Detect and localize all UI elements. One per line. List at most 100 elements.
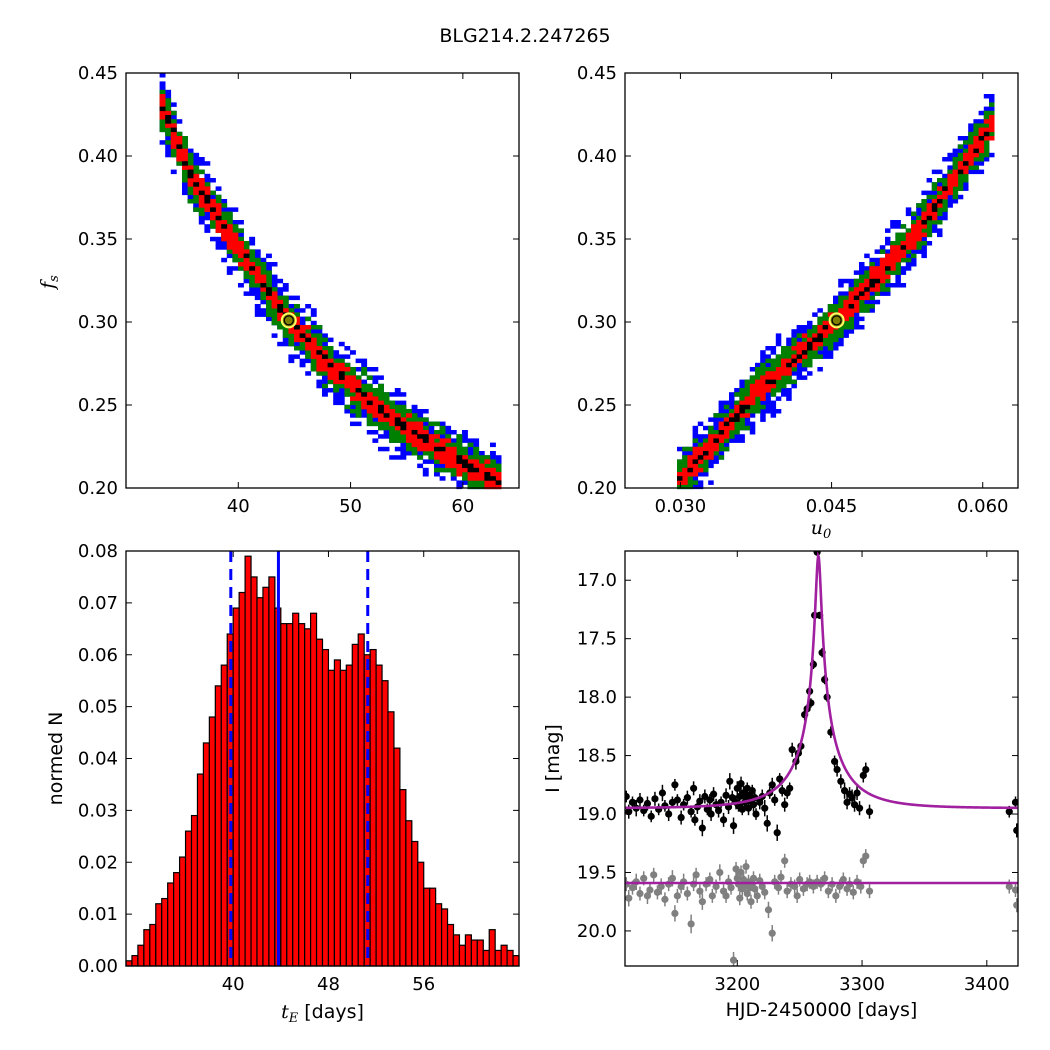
heatmap-cell: [864, 287, 870, 292]
heatmap-cell: [170, 144, 177, 149]
heatmap-cell: [765, 404, 771, 410]
heatmap-cell: [749, 383, 756, 389]
heatmap-cell: [355, 358, 362, 364]
heatmap-cell: [450, 459, 457, 464]
heatmap-cell: [760, 375, 766, 380]
heatmap-cell: [833, 341, 839, 347]
heatmap-cell: [221, 245, 228, 250]
heatmap-cell: [484, 484, 491, 490]
heatmap-cell: [801, 341, 808, 347]
heatmap-cell: [786, 392, 792, 397]
heatmap-cell: [921, 236, 927, 242]
heatmap-cell: [895, 283, 901, 288]
heatmap-cell: [723, 430, 730, 435]
heatmap-cell: [215, 186, 222, 191]
heatmap-cell: [703, 438, 709, 443]
heatmap-cell: [708, 438, 714, 443]
heatmap-cell: [271, 320, 278, 326]
heatmap-cell: [957, 169, 964, 175]
heatmap-cell: [931, 207, 938, 212]
heatmap-cell: [729, 413, 735, 418]
heatmap-cell: [226, 241, 233, 246]
heatmap-cell: [462, 430, 468, 435]
heatmap-cell: [400, 392, 407, 397]
heatmap-cell: [708, 430, 714, 435]
heatmap-cell: [682, 455, 688, 460]
heatmap-cell: [739, 383, 745, 389]
heatmap-cell: [708, 434, 714, 439]
heatmap-cell: [801, 362, 808, 368]
heatmap-cell: [322, 383, 328, 389]
heatmap-cell: [254, 283, 261, 288]
heatmap-cell: [400, 413, 407, 418]
heatmap-cell: [947, 190, 953, 196]
heatmap-cell: [973, 161, 979, 166]
heatmap-cell: [749, 396, 756, 401]
heatmap-cell: [210, 236, 216, 242]
heatmap-cell: [210, 215, 216, 221]
heatmap-cell: [350, 367, 356, 372]
heatmap-cell: [417, 409, 424, 414]
heatmap-cell: [978, 136, 985, 141]
heatmap-cell: [366, 409, 373, 414]
heatmap-cell: [843, 278, 849, 284]
heatmap-cell: [378, 396, 384, 401]
histogram-bar: [161, 897, 169, 967]
data-point: [673, 892, 682, 900]
heatmap-cell: [170, 119, 177, 124]
heatmap-cell: [187, 169, 194, 175]
heatmap-cell: [428, 451, 435, 456]
histogram-bar: [411, 840, 419, 967]
heatmap-cell: [305, 354, 312, 359]
histogram-bar: [286, 623, 294, 967]
heatmap-cell: [791, 362, 797, 368]
heatmap-cell: [434, 434, 440, 439]
heatmap-cell: [277, 287, 284, 292]
heatmap-cell: [911, 253, 917, 259]
data-point: [677, 813, 685, 822]
data-point: [796, 875, 804, 884]
heatmap-cell: [467, 438, 474, 443]
heatmap-cell: [422, 467, 429, 473]
heatmap-cell: [937, 220, 943, 225]
histogram-bars: [125, 555, 520, 967]
heatmap-cell: [361, 362, 368, 368]
heatmap-cell: [879, 274, 886, 280]
heatmap-cell: [916, 207, 922, 212]
histogram-bar: [417, 861, 425, 967]
heatmap-cell: [411, 451, 418, 456]
histogram-bar: [446, 923, 455, 967]
heatmap-cell: [744, 396, 751, 401]
heatmap-cell: [957, 178, 964, 183]
heatmap-cell: [254, 253, 261, 259]
heatmap-cell: [838, 333, 844, 338]
heatmap-cell: [310, 337, 317, 343]
data-point: [712, 882, 720, 891]
data-point: [657, 882, 665, 891]
data-point: [865, 808, 874, 816]
heatmap-cell: [781, 358, 787, 364]
heatmap-cell: [890, 283, 896, 288]
x-axis-label: u0: [811, 517, 832, 542]
heatmap-cell: [838, 337, 844, 343]
heatmap-cell: [973, 131, 979, 137]
heatmap-cell: [916, 224, 922, 229]
heatmap-cell: [713, 451, 719, 456]
heatmap-cell: [692, 451, 699, 456]
heatmap-cell: [232, 224, 239, 229]
heatmap-cell: [327, 354, 334, 359]
heatmap-cell: [193, 169, 200, 175]
heatmap-cell: [775, 354, 782, 359]
heatmap-cell: [366, 417, 373, 422]
heatmap-cell: [713, 417, 719, 422]
heatmap-cell: [249, 236, 256, 242]
heatmap-cell: [739, 400, 745, 406]
heatmap-cell: [911, 224, 917, 229]
heatmap-cell: [697, 484, 704, 490]
heatmap-cell: [165, 148, 172, 154]
heatmap-cell: [322, 341, 328, 347]
heatmap-cell: [947, 182, 953, 187]
heatmap-cell: [770, 367, 777, 372]
x-tick-label: 3200: [714, 974, 760, 995]
heatmap-cell: [338, 392, 345, 397]
